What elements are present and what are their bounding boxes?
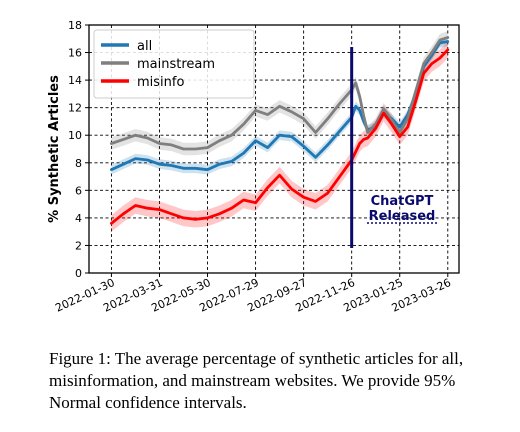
legend-label-all: all <box>137 39 152 54</box>
release-label-line2: Released <box>369 209 436 224</box>
confidence-band-misinfo <box>111 41 448 232</box>
series-line-all <box>110 40 450 172</box>
legend-label-misinfo: misinfo <box>137 75 184 90</box>
y-tick-label: 8 <box>75 157 82 170</box>
y-tick-label: 4 <box>75 212 82 225</box>
y-tick-label: 12 <box>68 102 82 115</box>
y-tick-label: 6 <box>75 184 82 197</box>
y-tick-label: 2 <box>75 239 82 252</box>
legend-label-mainstream: mainstream <box>137 57 215 72</box>
series-line-misinfo <box>110 48 450 225</box>
confidence-band-mainstream <box>111 31 448 156</box>
y-tick-label: 14 <box>68 74 82 87</box>
figure-caption: Figure 1: The average percentage of synt… <box>49 349 464 412</box>
y-tick-label: 10 <box>68 129 82 142</box>
y-tick-label: 18 <box>68 19 82 32</box>
legend-box <box>93 29 255 99</box>
release-label-line1: ChatGPT <box>371 194 434 209</box>
y-tick-label: 16 <box>68 47 82 60</box>
y-axis-title: % Synthetic Articles <box>47 75 62 223</box>
series-line-mainstream <box>110 36 450 151</box>
series-lines <box>110 36 450 225</box>
y-tick-label: 0 <box>75 267 82 280</box>
plot-frame <box>88 24 460 274</box>
legend: all mainstream misinfo <box>93 29 255 99</box>
